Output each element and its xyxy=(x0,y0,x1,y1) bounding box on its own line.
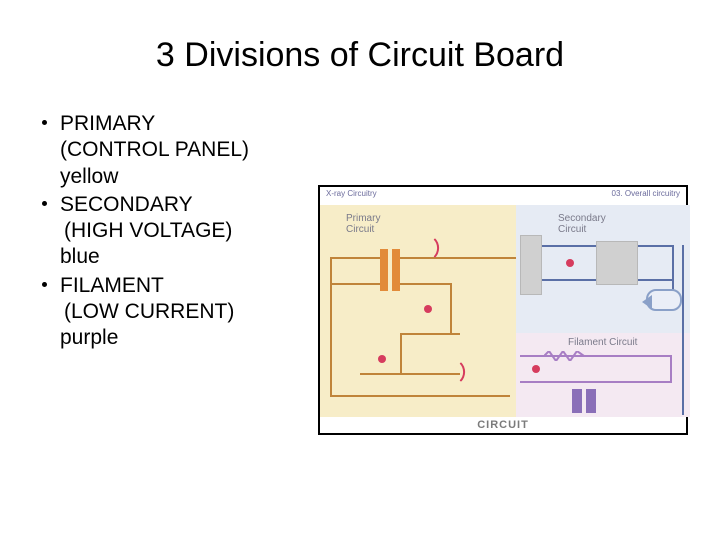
anode-icon xyxy=(642,295,652,309)
bullet-sub: blue xyxy=(60,244,312,270)
primary-wire xyxy=(400,333,402,373)
secondary-wire xyxy=(542,245,596,247)
diagram-caption: CIRCUIT xyxy=(320,419,686,431)
secondary-wire xyxy=(682,245,684,415)
bullet-list: PRIMARY (CONTROL PANEL) yellow SECONDARY… xyxy=(42,111,312,435)
bullet-dot-icon xyxy=(42,120,47,125)
rectifier-block xyxy=(596,241,638,285)
secondary-wire xyxy=(542,279,596,281)
bullet-secondary: SECONDARY (HIGH VOLTAGE) blue xyxy=(42,192,312,271)
bullet-sub: (LOW CURRENT) xyxy=(60,299,312,325)
filament-wire xyxy=(520,381,670,383)
diagram-header: X-ray Circuitry 03. Overall circuitry xyxy=(320,187,686,205)
bullet-sub: yellow xyxy=(60,164,312,190)
filament-wire xyxy=(670,355,672,383)
diagram-header-left: X-ray Circuitry xyxy=(326,189,377,198)
primary-wire xyxy=(400,257,516,259)
node-dot-icon xyxy=(378,355,386,363)
primary-wire xyxy=(450,283,452,333)
bullet-dot-icon xyxy=(42,201,47,206)
transformer-primary-bar xyxy=(380,249,388,291)
filament-wire xyxy=(520,355,670,357)
primary-wire xyxy=(330,395,510,397)
bullet-head: SECONDARY xyxy=(60,192,312,218)
primary-wire xyxy=(330,283,380,285)
content-row: PRIMARY (CONTROL PANEL) yellow SECONDARY… xyxy=(0,111,720,435)
bullet-sub: purple xyxy=(60,325,312,351)
secondary-wire xyxy=(638,245,672,247)
filament-transformer-bar xyxy=(586,389,596,413)
region-primary xyxy=(320,205,516,417)
primary-wire xyxy=(360,373,460,375)
hv-transformer-block xyxy=(520,235,542,295)
bullet-sub: (CONTROL PANEL) xyxy=(60,137,312,163)
label-filament: Filament Circuit xyxy=(568,337,637,348)
node-dot-icon xyxy=(424,305,432,313)
primary-wire xyxy=(330,257,332,397)
transformer-primary-bar xyxy=(392,249,400,291)
primary-wire xyxy=(400,333,460,335)
bullet-dot-icon xyxy=(42,282,47,287)
xray-tube-icon xyxy=(646,289,682,311)
node-dot-icon xyxy=(532,365,540,373)
filament-transformer-bar xyxy=(572,389,582,413)
circuit-diagram: X-ray Circuitry 03. Overall circuitry Pr… xyxy=(318,185,688,435)
label-secondary: Secondary Circuit xyxy=(558,213,606,235)
node-dot-icon xyxy=(566,259,574,267)
bullet-sub: (HIGH VOLTAGE) xyxy=(60,218,312,244)
slide: 3 Divisions of Circuit Board PRIMARY (CO… xyxy=(0,0,720,540)
bullet-head: FILAMENT xyxy=(60,273,312,299)
diagram-header-right: 03. Overall circuitry xyxy=(612,189,680,198)
diagram-body: Primary Circuit Secondary Circuit Filame… xyxy=(320,205,686,415)
bullet-filament: FILAMENT (LOW CURRENT) purple xyxy=(42,273,312,352)
slide-title: 3 Divisions of Circuit Board xyxy=(0,36,720,75)
primary-wire xyxy=(330,257,380,259)
resistor-icon xyxy=(544,351,586,359)
bullet-head: PRIMARY xyxy=(60,111,312,137)
bullet-primary: PRIMARY (CONTROL PANEL) yellow xyxy=(42,111,312,190)
primary-wire xyxy=(400,283,450,285)
label-primary: Primary Circuit xyxy=(346,213,380,235)
secondary-wire xyxy=(638,279,672,281)
